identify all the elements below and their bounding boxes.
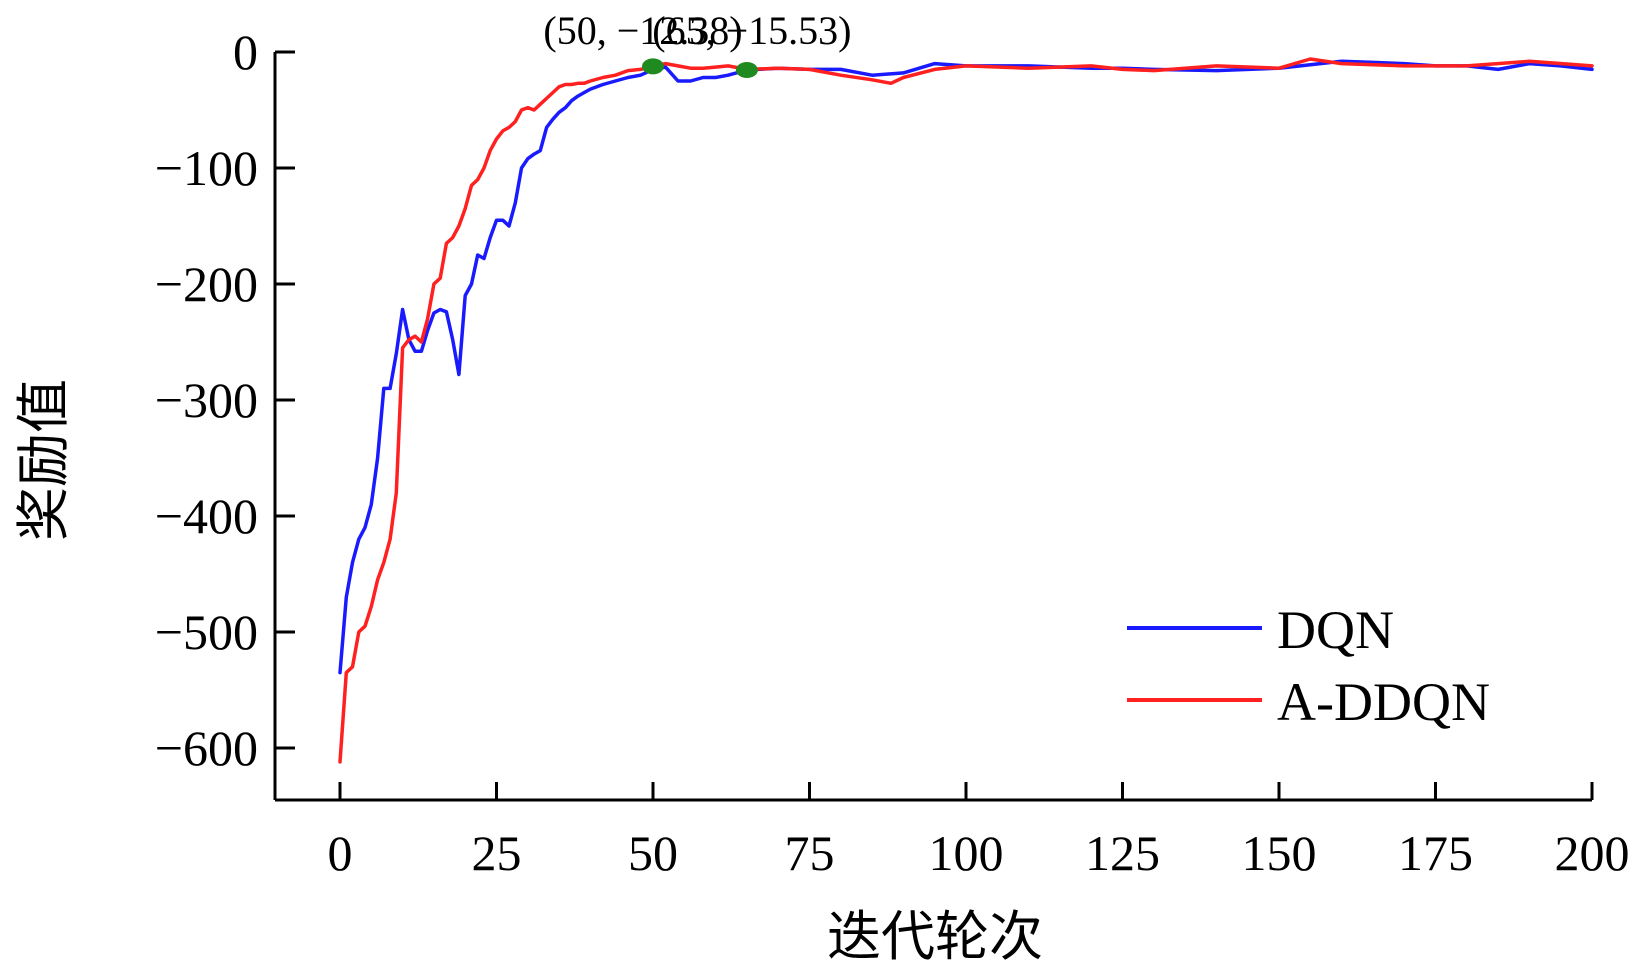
series-lines [338, 57, 1594, 764]
x-axis-title: 迭代轮次 [827, 905, 1043, 968]
x-tick-label: 200 [1555, 825, 1630, 881]
annotation-markers [642, 58, 758, 79]
y-tick-label: 0 [233, 24, 258, 80]
legend-label: A-DDQN [1277, 672, 1490, 732]
annotation-label: (50, −12.38) [543, 8, 742, 53]
x-tick-label: 75 [785, 825, 835, 881]
y-axis-ticks: 0 −100 −200 −300 −400 −500 −600 [155, 24, 295, 776]
annotation-label: (65, −15.53) [652, 8, 851, 53]
y-tick-label: −200 [155, 256, 258, 312]
y-tick-label: −400 [155, 488, 258, 544]
y-axis-title: 奖励值 [12, 379, 75, 541]
y-tick-label: −300 [155, 372, 258, 428]
legend: DQN A-DDQN [1127, 600, 1490, 732]
x-tick-label: 50 [628, 825, 678, 881]
x-tick-label: 25 [472, 825, 522, 881]
series-line-dqn [338, 59, 1594, 675]
x-tick-label: 150 [1242, 825, 1317, 881]
annotation-marker [735, 62, 758, 79]
annotation-labels: (50, −12.38)(65, −15.53) [543, 8, 851, 53]
legend-label: DQN [1277, 600, 1394, 660]
series-line-a-ddqn [338, 57, 1594, 764]
annotation-marker [642, 58, 664, 75]
y-tick-label: −500 [155, 604, 258, 660]
x-tick-label: 0 [328, 825, 353, 881]
x-axis-ticks: 0 25 50 75 100 125 150 175 200 [328, 782, 1630, 881]
x-tick-label: 125 [1085, 825, 1160, 881]
x-tick-label: 100 [929, 825, 1004, 881]
axes [273, 52, 1592, 802]
y-tick-label: −600 [155, 720, 258, 776]
y-tick-label: −100 [155, 140, 258, 196]
x-tick-label: 175 [1398, 825, 1473, 881]
